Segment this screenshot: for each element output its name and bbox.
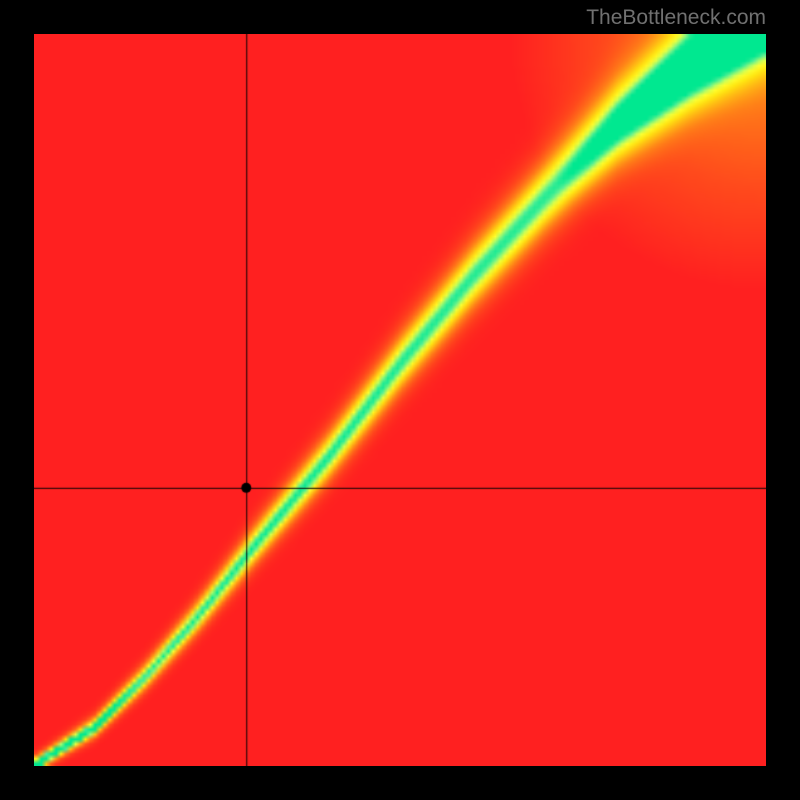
bottleneck-heatmap-chart (34, 34, 766, 766)
crosshair-overlay (34, 34, 766, 766)
watermark-text: TheBottleneck.com (586, 6, 766, 30)
